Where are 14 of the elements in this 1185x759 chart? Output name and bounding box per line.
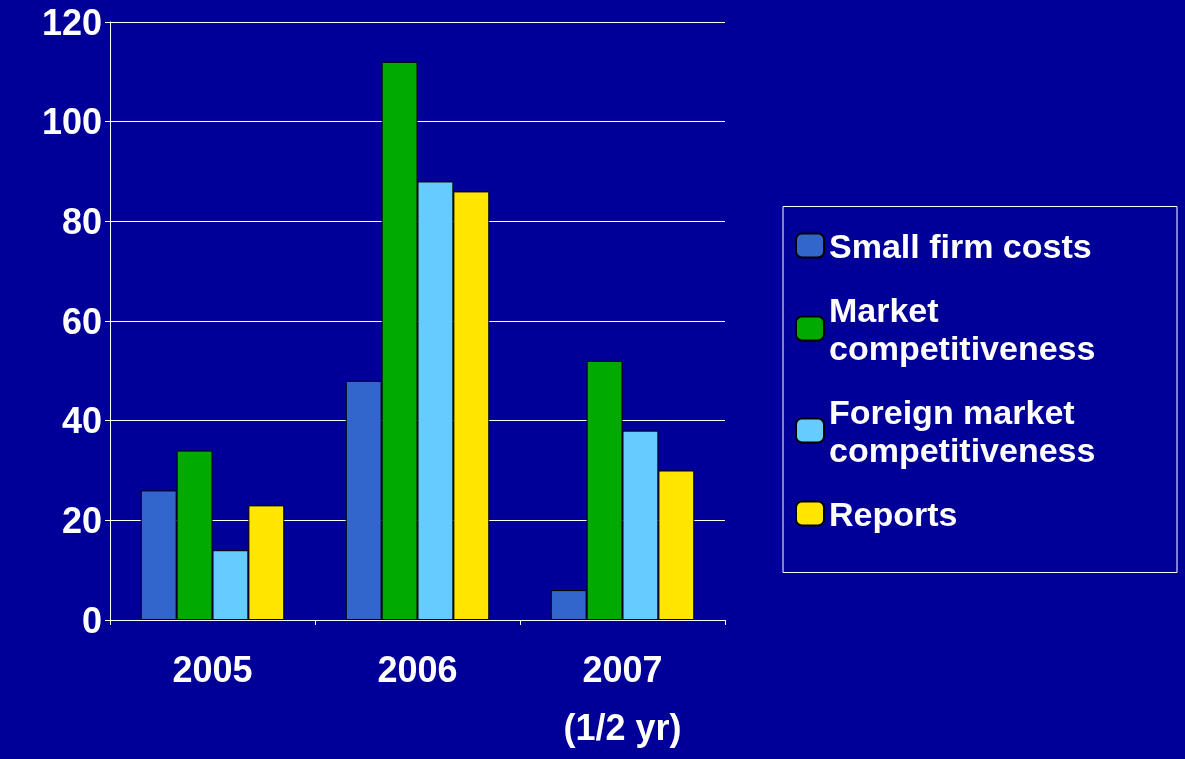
- x-tick-label: 2006: [377, 648, 458, 690]
- x-tick-label: 2005: [172, 648, 253, 690]
- y-tick-label: 20: [61, 499, 102, 541]
- y-tick-label: 40: [61, 400, 102, 442]
- legend-label: Reports: [829, 494, 958, 533]
- y-tick-label: 120: [41, 1, 102, 43]
- legend-label: Market competitiveness: [829, 290, 1096, 367]
- y-tick-label: 80: [61, 200, 102, 242]
- y-tick-label: 60: [61, 300, 102, 342]
- legend-label: Foreign market competitiveness: [829, 392, 1096, 469]
- y-tick-label: 0: [81, 599, 102, 641]
- y-tick-label: 100: [41, 101, 102, 143]
- legend-label: Small firm costs: [829, 226, 1092, 265]
- x-tick-label: 2007 (1/2 yr): [563, 648, 682, 748]
